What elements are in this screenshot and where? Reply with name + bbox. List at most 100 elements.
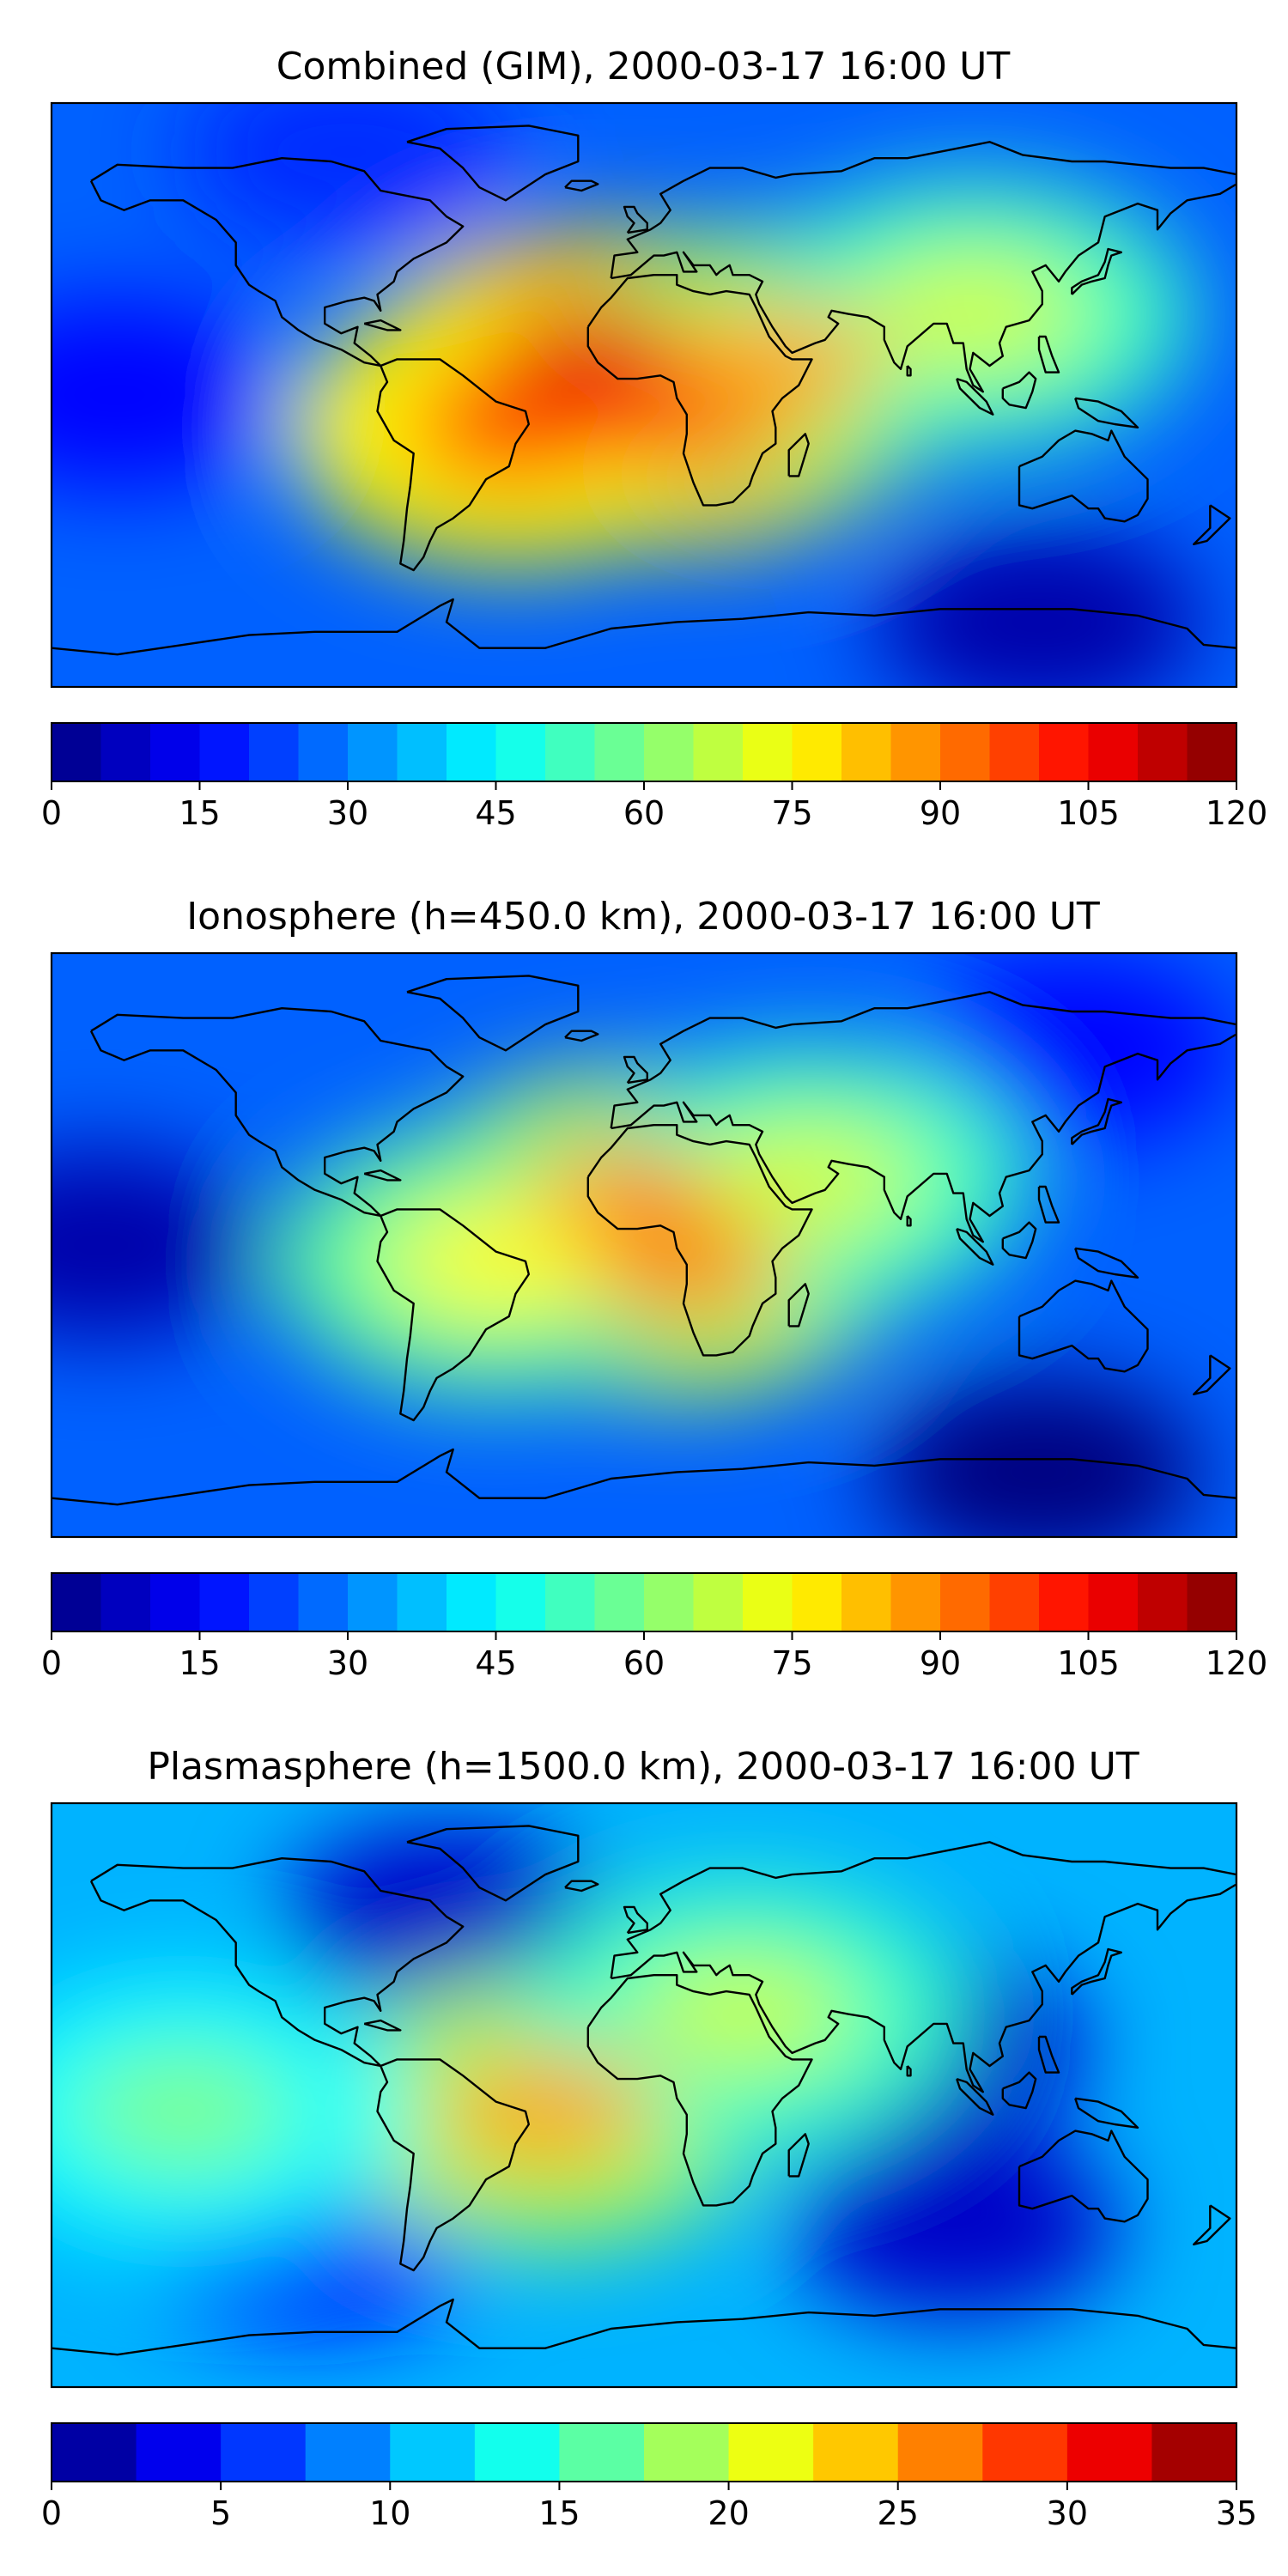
colorbar-tick-label: 30: [327, 1644, 368, 1682]
coastline: [956, 2077, 994, 2116]
coastline: [1001, 371, 1037, 410]
colorbar-segment: [136, 2423, 222, 2482]
colorbar-segment: [249, 1573, 300, 1631]
coastline: [406, 1825, 580, 1902]
colorbar-segment: [594, 723, 645, 781]
coastlines: [52, 125, 1236, 656]
coastline: [610, 1841, 1236, 2093]
colorbar-segment: [890, 1573, 941, 1631]
colorbar-segment: [743, 1573, 793, 1631]
colorbar-segment: [792, 1573, 842, 1631]
coastline: [1037, 1185, 1060, 1224]
field-low: [876, 1377, 1202, 1537]
map-area: [50, 951, 1238, 1539]
colorbar-tick-label: 10: [369, 2494, 410, 2532]
colorbar-tick-label: 120: [1206, 794, 1268, 832]
colorbar-tick-label: 0: [41, 794, 62, 832]
colorbar-segment: [1138, 1573, 1188, 1631]
colorbar-segment: [792, 723, 842, 781]
colorbar-segment: [397, 723, 447, 781]
coastline: [376, 2058, 530, 2272]
coastline: [956, 1227, 994, 1266]
colorbar-segment: [940, 723, 991, 781]
coastline: [906, 365, 912, 377]
coastline: [1018, 2129, 1149, 2223]
colorbar-segment: [390, 2423, 476, 2482]
colorbar-segment: [594, 1573, 645, 1631]
coastline: [52, 598, 1236, 656]
colorbar-segment: [1066, 2423, 1153, 2482]
field: [52, 103, 1236, 687]
colorbar-segment: [495, 1573, 546, 1631]
coastline: [586, 1124, 813, 1357]
colorbar-tick-label: 15: [179, 794, 220, 832]
field: [52, 1803, 1236, 2387]
colorbar-segment: [305, 2423, 391, 2482]
map-area: [50, 101, 1238, 689]
colorbar-tick-label: 35: [1216, 2494, 1257, 2532]
colorbar-segment: [298, 1573, 349, 1631]
coastline: [406, 975, 580, 1052]
coastline: [610, 141, 1236, 393]
map-area: [50, 1801, 1238, 2389]
field-low: [52, 1151, 264, 1340]
colorbar-segment: [199, 723, 250, 781]
coastline: [906, 2065, 912, 2077]
colorbar-tick-label: 120: [1206, 1644, 1268, 1682]
field-low: [793, 2130, 1121, 2320]
coastline: [52, 1448, 1236, 1506]
coastline: [564, 179, 599, 192]
coastline: [1071, 1097, 1122, 1145]
colorbar-tick-label: 15: [538, 2494, 580, 2532]
coastline: [586, 274, 813, 507]
coastline: [1037, 2035, 1060, 2074]
colorbar-segment: [1088, 1573, 1139, 1631]
colorbar-segment: [52, 2423, 137, 2482]
coastline: [1193, 1354, 1231, 1395]
colorbar-tick-label: 30: [327, 794, 368, 832]
colorbar-segment: [150, 1573, 201, 1631]
coastline: [787, 2133, 810, 2178]
colorbar-segment: [1138, 723, 1188, 781]
colorbar-tick-label: 75: [771, 794, 812, 832]
coastline: [623, 1905, 648, 1935]
panel-plasmasphere: Plasmasphere (h=1500.0 km), 2000-03-17 1…: [41, 1745, 1257, 2532]
colorbar-segment: [644, 1573, 695, 1631]
colorbar-segment: [447, 1573, 497, 1631]
field-low: [876, 527, 1202, 687]
colorbar-segment: [989, 1573, 1040, 1631]
coastline: [1193, 504, 1231, 545]
colorbar-tick-label: 25: [878, 2494, 919, 2532]
colorbar: 0 15 30 45 60 75 90 105 120: [41, 722, 1268, 832]
map-frame: [50, 101, 1238, 689]
field-low: [185, 103, 511, 246]
coastline: [89, 157, 465, 368]
colorbar-tick-label: 90: [920, 794, 961, 832]
colorbar-segment: [495, 723, 546, 781]
colorbar-segment: [474, 2423, 561, 2482]
field-hotspot: [400, 367, 624, 488]
colorbar-segment: [100, 1573, 151, 1631]
colorbar-tick-label: 15: [179, 1644, 220, 1682]
colorbar-segment: [52, 1573, 102, 1631]
field-low: [908, 956, 1236, 1145]
colorbar-tick-label: 20: [708, 2494, 749, 2532]
coastline: [363, 2019, 402, 2032]
coastline: [52, 2298, 1236, 2356]
colorbar-segment: [897, 2423, 983, 2482]
coastline: [363, 1169, 402, 1182]
colorbar-segment: [841, 723, 892, 781]
coastline: [956, 377, 994, 416]
field-hotspot: [565, 1200, 789, 1321]
colorbar-segment: [397, 1573, 447, 1631]
coastline: [623, 1055, 648, 1084]
coastlines: [52, 975, 1236, 1506]
coastline: [1071, 247, 1122, 295]
coastline: [363, 319, 402, 331]
coastline: [623, 205, 648, 234]
field-hotspot: [664, 302, 888, 423]
colorbar-segment: [348, 1573, 398, 1631]
field-hotspot: [384, 1200, 608, 1321]
coastlines: [52, 1825, 1236, 2356]
